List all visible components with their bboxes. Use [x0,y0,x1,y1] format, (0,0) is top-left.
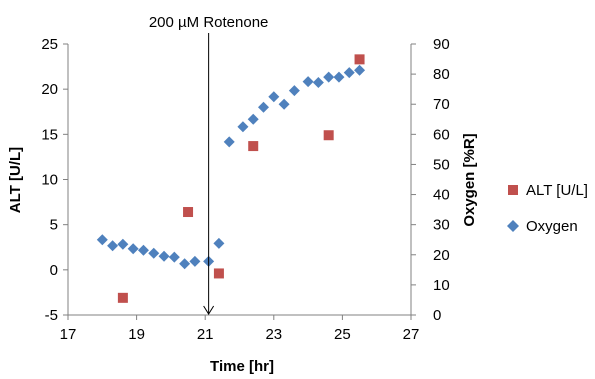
left-tick-label: -5 [45,307,58,324]
left-tick-label: 25 [41,36,58,53]
legend-marker-alt [508,185,518,195]
alt-point [248,141,259,152]
oxygen-point [247,113,259,125]
oxygen-point [278,98,290,110]
right-tick-label: 70 [433,96,450,113]
x-tick-label: 17 [60,326,77,343]
x-tick-label: 27 [403,326,420,343]
legend-label-alt: ALT [U/L] [526,182,588,199]
oxygen-point [312,77,324,89]
left-tick-label: 10 [41,172,58,189]
plot-area [96,54,366,303]
oxygen-point [158,250,170,262]
right-tick-label: 0 [433,307,441,324]
right-tick-label: 60 [433,126,450,143]
right-axis-title: Oxygen [%R] [461,133,478,226]
alt-point [354,54,365,65]
oxygen-point [258,101,270,113]
oxygen-point [302,76,314,88]
alt-point [323,130,334,141]
oxygen-point [148,247,160,259]
alt-point [183,207,194,218]
oxygen-point [354,64,366,76]
oxygen-point [223,136,235,148]
right-tick-label: 80 [433,66,450,83]
oxygen-point [189,255,201,267]
oxygen-point [343,67,355,79]
alt-point [117,292,128,303]
legend-label-oxygen: Oxygen [526,218,578,235]
x-tick-label: 25 [334,326,351,343]
left-tick-label: 15 [41,126,58,143]
oxygen-point [237,121,249,133]
right-tick-label: 20 [433,247,450,264]
oxygen-point [117,238,129,250]
left-tick-label: 5 [50,217,58,234]
oxygen-point [127,243,139,255]
oxygen-point [268,91,280,103]
annotation-arrow-head [203,305,215,315]
right-tick-label: 10 [433,277,450,294]
alt-point [213,268,224,279]
axes: -5 0 5 10 15 20 25 0 10 20 30 40 50 60 70 80 90 17 19 21 23 2… [41,33,450,343]
oxygen-point [179,258,191,270]
left-tick-label: 20 [41,81,58,98]
oxygen-point [323,71,335,83]
x-tick-label: 19 [128,326,145,343]
left-tick-label: 0 [50,262,58,279]
oxygen-point [96,234,108,246]
left-axis-title: ALT [U/L] [7,147,24,213]
right-tick-label: 50 [433,156,450,173]
oxygen-point [107,240,119,252]
legend-marker-oxygen [507,220,519,232]
x-tick-label: 23 [265,326,282,343]
oxygen-point [333,71,345,83]
oxygen-point [213,237,225,249]
oxygen-point [168,251,180,263]
oxygen-point [288,85,300,97]
legend: ALT [U/L] Oxygen [507,182,588,235]
annotation-label: 200 µM Rotenone [149,14,269,31]
x-axis-title: Time [hr] [210,358,274,375]
right-tick-label: 40 [433,187,450,204]
right-tick-label: 30 [433,217,450,234]
right-tick-label: 90 [433,36,450,53]
x-tick-label: 21 [197,326,214,343]
oxygen-point [137,244,149,256]
